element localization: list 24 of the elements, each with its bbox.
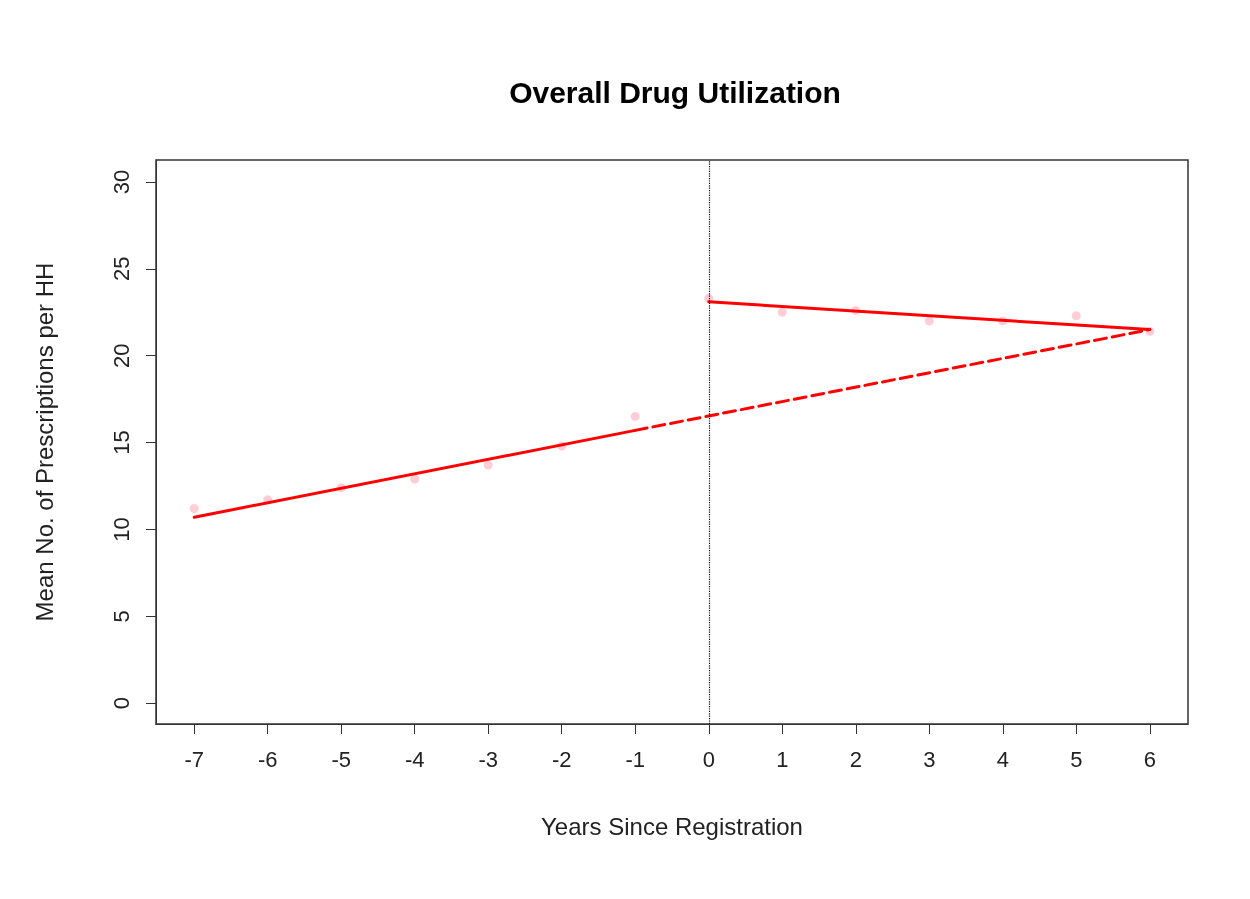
- y-tick-label: 0: [108, 697, 134, 710]
- x-tick-label: 2: [849, 746, 862, 772]
- x-tick-label: 1: [776, 746, 789, 772]
- x-tick-label: -5: [331, 746, 352, 772]
- y-axis-title: Mean No. of Prescriptions per HH: [30, 262, 58, 622]
- x-tick-label: 6: [1143, 746, 1156, 772]
- x-tick-label: 3: [923, 746, 936, 772]
- x-tick-label: 5: [1070, 746, 1083, 772]
- x-tick-label: -1: [625, 746, 646, 772]
- chart-title: Overall Drug Utilization: [509, 75, 841, 109]
- x-tick-label: -2: [551, 746, 572, 772]
- y-tick-label: 15: [108, 430, 134, 455]
- y-tick-label: 10: [108, 517, 134, 542]
- y-tick-label: 20: [108, 343, 134, 368]
- x-tick-label: 4: [996, 746, 1009, 772]
- x-tick-label: 0: [702, 746, 715, 772]
- x-tick-label: -3: [478, 746, 499, 772]
- y-tick-label: 30: [108, 169, 134, 195]
- x-axis-title: Years Since Registration: [541, 812, 803, 840]
- y-tick-label: 25: [108, 256, 134, 282]
- x-tick-label: -6: [257, 746, 278, 772]
- x-tick-label: -4: [404, 746, 425, 772]
- y-tick-label: 5: [108, 610, 134, 623]
- x-tick-label: -7: [184, 746, 204, 772]
